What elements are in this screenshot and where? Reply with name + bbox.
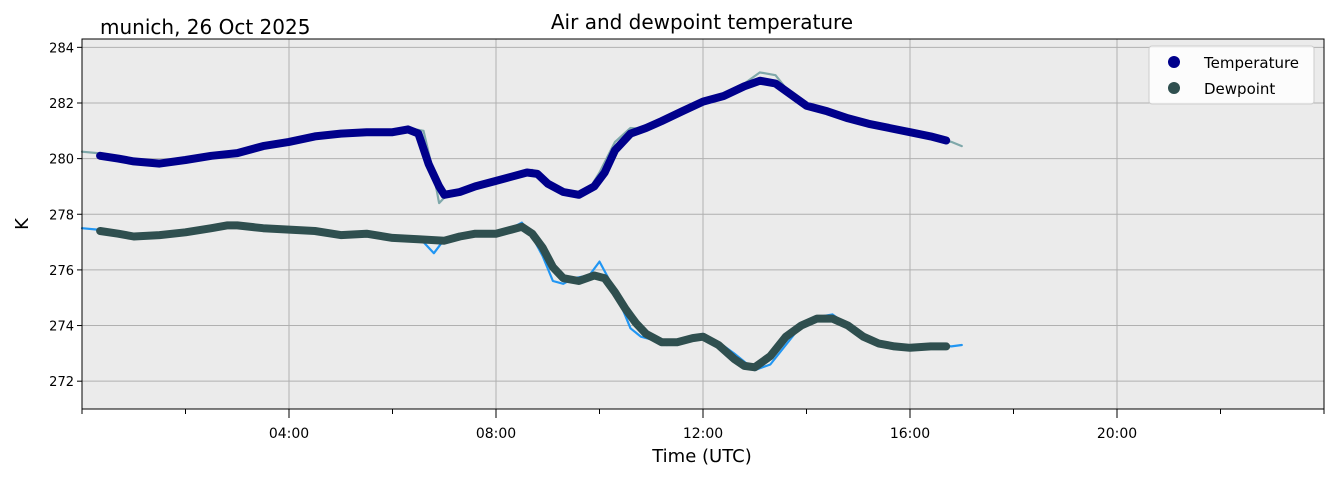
x-tick-label: 12:00 bbox=[683, 426, 723, 442]
y-tick-label: 278 bbox=[49, 208, 74, 223]
legend: Temperature Dewpoint bbox=[1148, 45, 1315, 105]
dewpoint-line bbox=[96, 221, 951, 372]
legend-box bbox=[1148, 45, 1315, 105]
x-tick-label: 08:00 bbox=[476, 426, 516, 442]
series-layer bbox=[80, 71, 963, 372]
y-axis-label: K bbox=[12, 217, 33, 230]
x-axis-label: Time (UTC) bbox=[651, 446, 752, 467]
chart-subtitle: munich, 26 Oct 2025 bbox=[100, 15, 310, 39]
legend-label-temperature: Temperature bbox=[1203, 54, 1299, 72]
y-tick-label: 280 bbox=[49, 153, 74, 168]
chart-title: Air and dewpoint temperature bbox=[551, 10, 853, 34]
y-tick-label: 282 bbox=[49, 97, 74, 112]
y-tick-label: 276 bbox=[49, 264, 74, 279]
legend-label-dewpoint: Dewpoint bbox=[1204, 80, 1275, 98]
legend-marker-dewpoint bbox=[1168, 82, 1180, 94]
x-tick-label: 20:00 bbox=[1097, 426, 1137, 442]
x-tick-label: 16:00 bbox=[890, 426, 930, 442]
y-tick-label: 272 bbox=[49, 375, 74, 390]
x-axis: 04:00 08:00 12:00 16:00 20:00 bbox=[81, 409, 1325, 442]
x-tick-label: 04:00 bbox=[269, 426, 309, 442]
y-axis: 272 274 276 278 280 282 284 bbox=[49, 41, 82, 390]
legend-marker-temperature bbox=[1168, 56, 1180, 68]
temperature-line bbox=[96, 76, 951, 199]
y-tick-label: 274 bbox=[49, 320, 74, 335]
y-tick-label: 284 bbox=[49, 41, 74, 56]
